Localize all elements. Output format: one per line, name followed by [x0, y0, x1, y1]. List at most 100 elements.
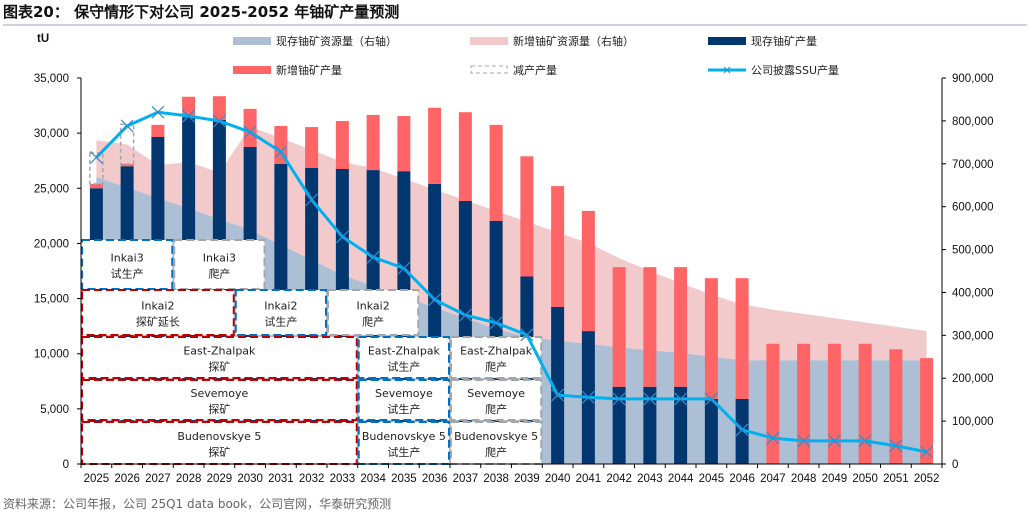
legend-cross-marker-icon	[723, 66, 731, 74]
bar-existing-production	[612, 386, 626, 464]
ssu-point-marker	[458, 308, 472, 322]
annotation-stage-label: 试生产	[111, 267, 144, 281]
bar-new-production	[551, 186, 565, 307]
annotation-stage-label: 爬产	[485, 360, 507, 374]
ssu-point-marker	[212, 114, 226, 128]
x-tick-label: 2050	[852, 473, 878, 485]
annotation-frame	[450, 421, 543, 465]
annotation-frame	[81, 239, 174, 290]
left-tick-label: 0	[63, 459, 69, 471]
legend-swatch-existing-resources	[233, 37, 271, 45]
ssu-point-marker	[920, 445, 934, 459]
left-tick-label: 10,000	[34, 349, 69, 361]
left-tick-label: 25,000	[34, 183, 69, 195]
legend-label-reduced-production: 减产产量	[513, 63, 557, 77]
bar-new-production	[889, 349, 903, 464]
x-tick-label: 2027	[145, 473, 171, 485]
ssu-point-marker	[551, 388, 565, 402]
bar-new-production	[643, 267, 657, 387]
x-tick-label: 2034	[360, 473, 386, 485]
x-tick-label: 2029	[207, 473, 233, 485]
bar-new-production	[858, 343, 872, 464]
legend-swatch-new-resources	[470, 37, 508, 45]
annotation-stage-label: 探矿	[208, 361, 230, 374]
bar-new-production	[243, 108, 257, 147]
annotation-frame	[81, 379, 358, 421]
ssu-point-marker	[581, 390, 595, 404]
annotation-stage-label: 探矿	[208, 403, 230, 416]
annotation-box-trial: Sevemoye 试生产	[357, 379, 450, 421]
ssu-point-marker	[643, 392, 657, 406]
bar-new-production	[428, 107, 442, 184]
annotation-stage-label: 爬产	[485, 445, 507, 459]
x-tick-label: 2033	[330, 473, 356, 485]
x-tick-label: 2036	[422, 473, 448, 485]
bar-new-production	[366, 114, 380, 171]
ssu-point-marker	[151, 105, 165, 119]
annotation-box-explore: Inkai2 探矿延长	[81, 289, 235, 336]
legend-swatch-new-production	[233, 66, 271, 74]
axis-layer: 0 5,000 10,000 15,000 20,000 25,000 30,000 35,0…	[34, 73, 994, 485]
x-tick-label: 2038	[483, 473, 509, 485]
bar-new-production	[212, 96, 226, 120]
annotation-project-name: Inkai2	[264, 300, 297, 313]
annotation-box-explore: East-Zhalpak 探矿	[81, 336, 358, 379]
x-tick-label: 2042	[606, 473, 632, 485]
ssu-point-marker	[335, 230, 349, 244]
bar-new-production	[151, 124, 165, 138]
figure-title: 图表20： 保守情形下对公司 2025-2052 年铀矿产量预测	[3, 3, 399, 21]
annotation-frame	[450, 379, 543, 421]
ssu-point-marker	[366, 250, 380, 264]
x-tick-label: 2028	[176, 473, 202, 485]
legend: 现存铀矿资源量（右轴） 新增铀矿资源量（右轴） 现存铀矿产量 新增铀矿产量 减产…	[233, 34, 839, 77]
right-tick-label: 700,000	[952, 159, 994, 171]
ssu-point-marker	[520, 328, 534, 342]
legend-swatch-existing-production	[708, 37, 746, 45]
x-tick-label: 2051	[883, 473, 909, 485]
right-tick-label: 200,000	[952, 373, 994, 385]
x-tick-label: 2045	[699, 473, 725, 485]
bar-reduced-production	[89, 152, 104, 185]
right-tick-label: 0	[952, 459, 958, 471]
bar-new-production	[335, 121, 349, 169]
legend-label-existing-resources: 现存铀矿资源量（右轴）	[276, 34, 397, 48]
ssu-point-marker	[704, 392, 718, 406]
x-tick-label: 2030	[237, 473, 263, 485]
x-tick-label: 2040	[545, 473, 571, 485]
ssu-point-marker	[89, 150, 103, 164]
annotation-box-explore: Sevemoye 探矿	[81, 379, 358, 421]
annotation-project-name: East-Zhalpak	[460, 345, 533, 358]
annotation-frame	[357, 336, 450, 379]
bar-new-production	[305, 127, 319, 168]
annotation-stage-label: 爬产	[362, 315, 384, 329]
annotation-box-trial: Inkai2 试生产	[234, 289, 327, 336]
legend-label-new-production: 新增铀矿产量	[276, 63, 342, 77]
bar-existing-production	[735, 398, 749, 464]
annotation-box-explore: Budenovskye 5 探矿	[81, 421, 358, 465]
x-tick-label: 2032	[299, 473, 325, 485]
source-note: 资料来源：公司年报，公司 25Q1 data book，公司官网，华泰研究预测	[3, 496, 391, 511]
annotation-project-name: Sevemoye	[375, 387, 433, 400]
ssu-point-marker	[827, 434, 841, 448]
legend-swatch-reduced-production	[470, 65, 508, 74]
annotation-box-trial: East-Zhalpak 试生产	[357, 336, 450, 379]
annotation-frame	[173, 239, 266, 290]
x-tick-label: 2039	[514, 473, 540, 485]
ssu-point-marker	[397, 261, 411, 275]
ssu-point-marker	[120, 119, 134, 133]
annotation-project-name: Budenovskye 5	[454, 430, 538, 443]
annotation-project-name: Budenovskye 5	[362, 430, 446, 443]
right-tick-label: 100,000	[952, 416, 994, 428]
legend-label-existing-production: 现存铀矿产量	[751, 34, 817, 48]
bar-existing-production	[704, 398, 718, 464]
annotation-frame	[357, 421, 450, 465]
annotation-frame	[234, 289, 327, 336]
annotation-stage-label: 试生产	[387, 360, 420, 374]
annotation-box-trial: Budenovskye 5 试生产	[357, 421, 450, 465]
annotation-frame	[357, 379, 450, 421]
bar-new-production	[920, 358, 934, 464]
annotation-box-ramp: Inkai2 爬产	[327, 289, 420, 336]
ssu-point-marker	[889, 439, 903, 453]
bar-new-production	[827, 343, 841, 464]
